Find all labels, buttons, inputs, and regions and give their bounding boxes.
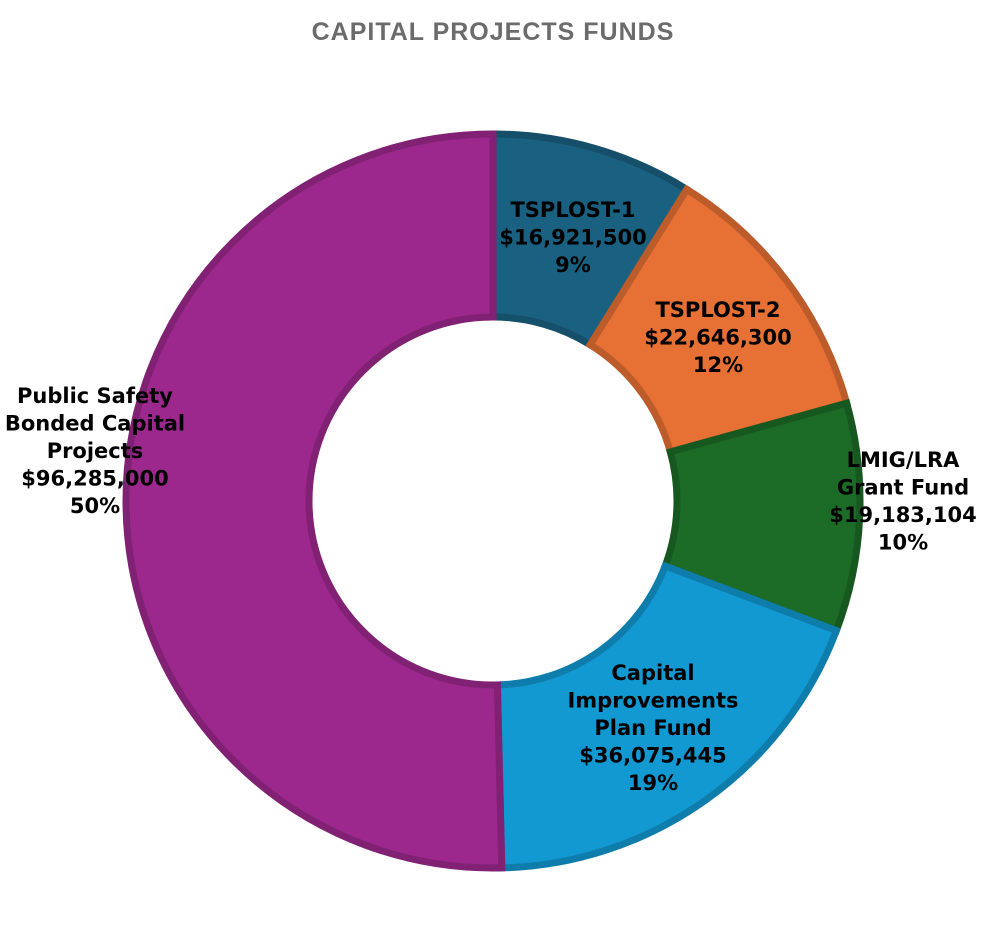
data-label-line: Bonded Capital: [5, 412, 185, 436]
slice-tsplost-2: [585, 184, 852, 457]
data-label-line: Plan Fund: [594, 716, 711, 740]
data-label-public-safety-bonded-capital-projects: Public Safety Bonded Capital Projects $96,2…: [5, 384, 185, 518]
data-label-line: TSPLOST-2: [655, 298, 780, 322]
data-label-line: Grant Fund: [837, 476, 969, 500]
data-label-line: 10%: [878, 531, 928, 555]
data-label-line: $22,646,300: [644, 326, 791, 350]
slice-public-safety-bonded-capital-projects: [122, 130, 506, 872]
chart-title: CAPITAL PROJECTS FUNDS: [311, 18, 675, 46]
data-label-tsplost-1: TSPLOST-1 $16,921,500 9%: [499, 198, 646, 277]
data-label-line: Capital: [611, 661, 694, 685]
data-label-line: $16,921,500: [499, 226, 646, 250]
donut-slices: [122, 130, 864, 872]
data-label-line: $96,285,000: [21, 467, 168, 491]
data-label-line: 12%: [693, 353, 743, 377]
data-label-line: 50%: [70, 494, 120, 518]
data-label-lmig-lra-grant-fund: LMIG/LRA Grant Fund $19,183,104 10%: [829, 448, 976, 555]
data-label-capital-improvements-plan-fund: Capital Improvements Plan Fund $36,075,445 1…: [567, 661, 738, 795]
data-label-line: Public Safety: [17, 384, 173, 408]
data-label-line: $36,075,445: [579, 744, 726, 768]
data-label-line: Projects: [47, 439, 144, 463]
data-label-line: 19%: [628, 771, 678, 795]
data-label-line: TSPLOST-1: [510, 198, 635, 222]
data-label-line: LMIG/LRA: [847, 448, 961, 472]
data-label-line: 9%: [555, 253, 591, 277]
data-label-tsplost-2: TSPLOST-2 $22,646,300 12%: [644, 298, 791, 377]
data-labels: TSPLOST-1 $16,921,500 9% TSPLOST-2 $22,646,3…: [5, 198, 977, 795]
data-label-line: Improvements: [567, 689, 738, 713]
data-label-line: $19,183,104: [829, 503, 976, 527]
slice-capital-improvements-plan-fund: [493, 561, 841, 872]
